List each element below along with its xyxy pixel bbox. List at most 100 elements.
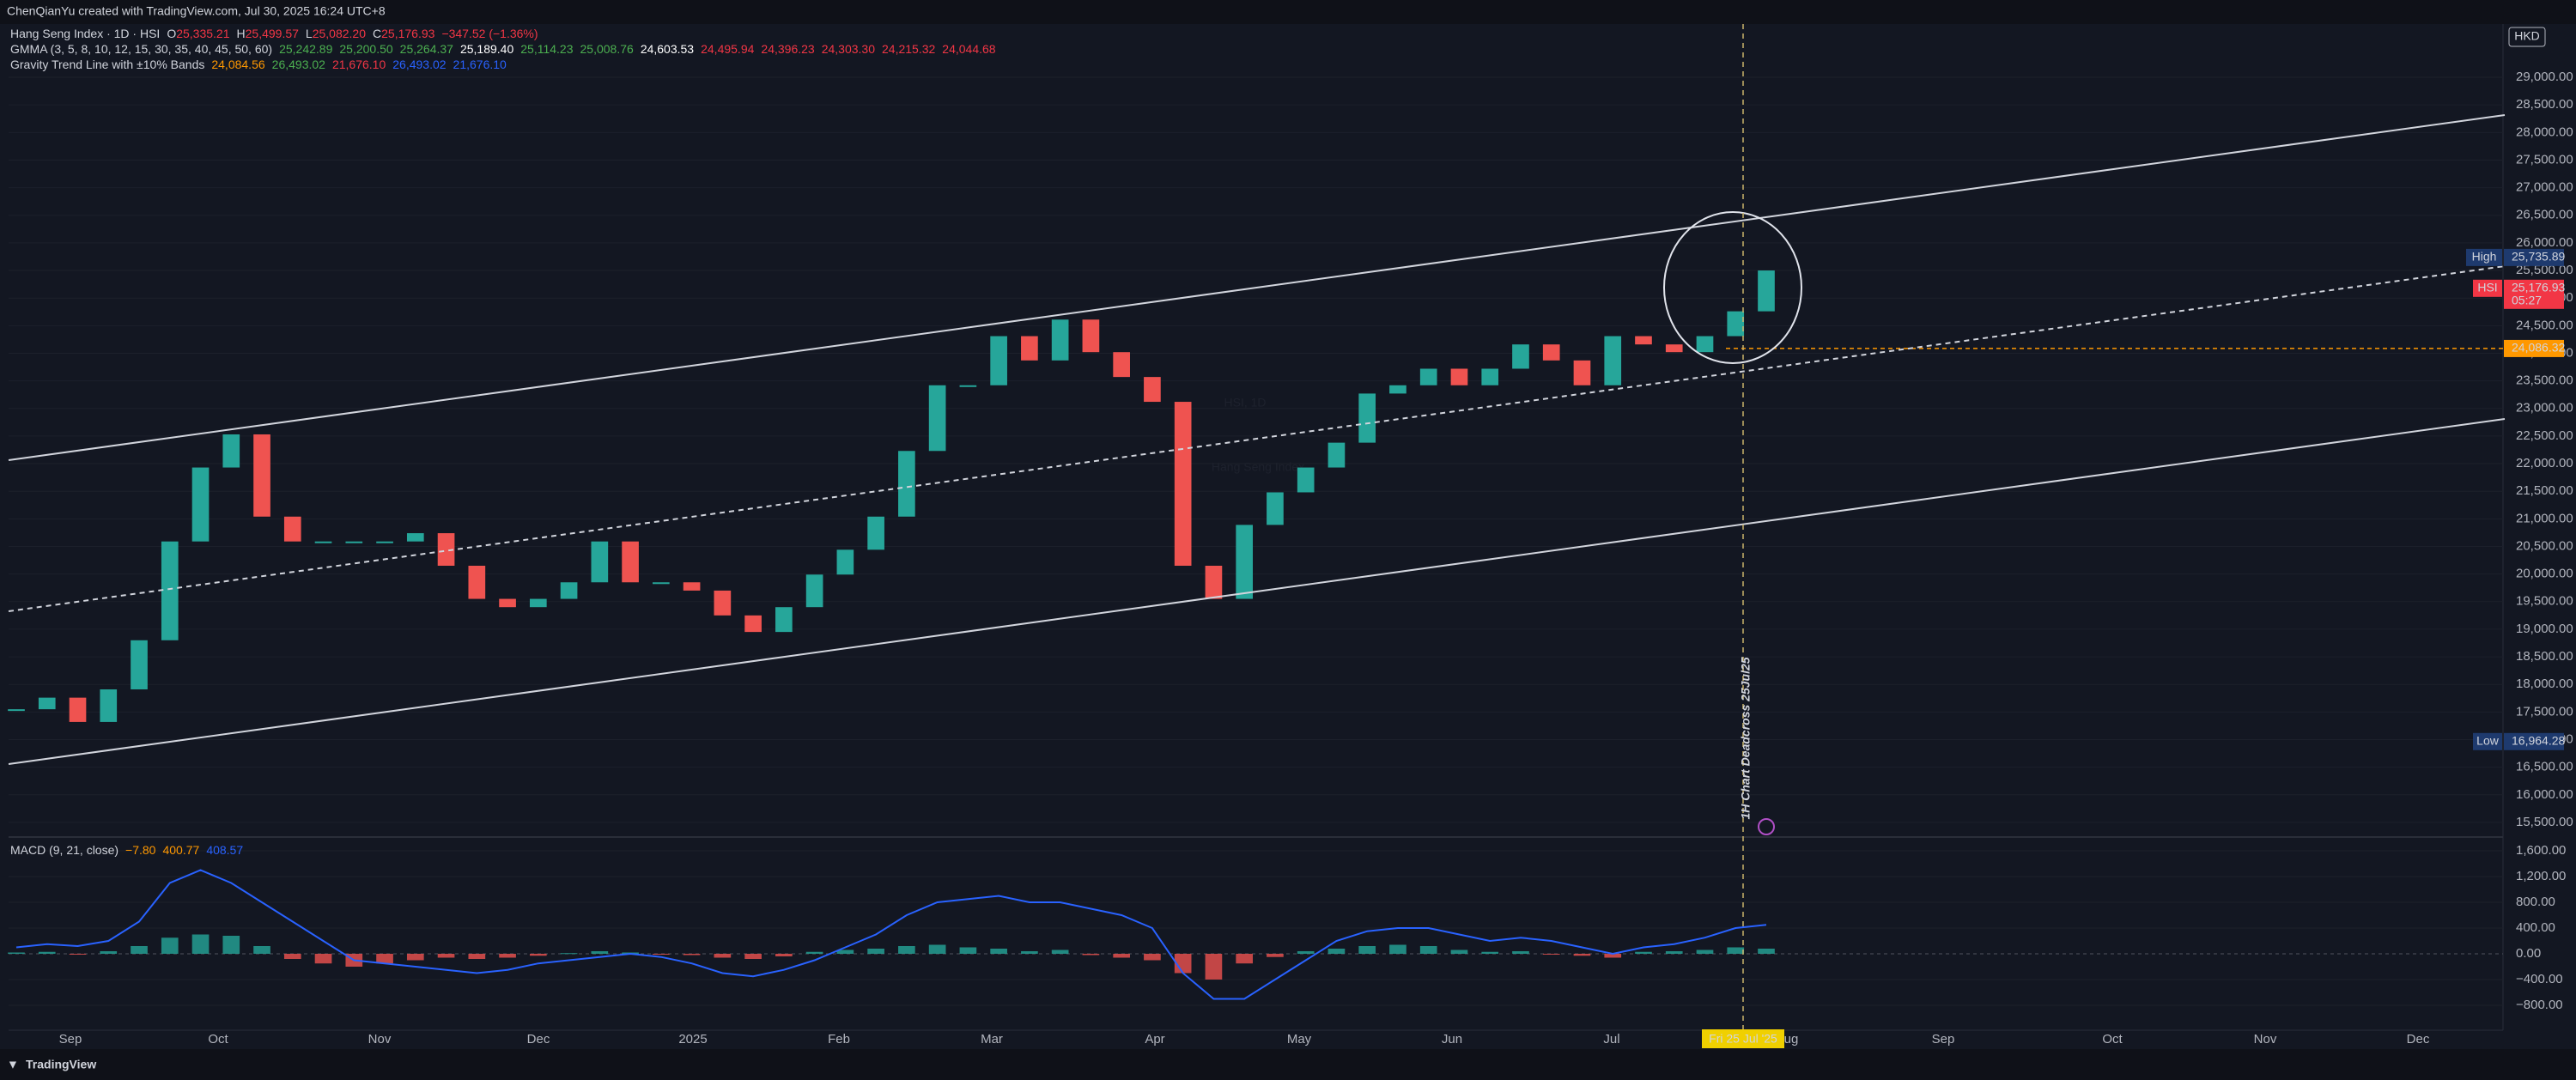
legend-item: 25,242.89 — [279, 42, 332, 56]
y-tick-label: 22,500.00 — [2516, 428, 2573, 443]
x-tick-label: Jun — [1442, 1032, 1462, 1047]
candle — [805, 574, 823, 608]
x-tick-label: 2025 — [678, 1032, 707, 1047]
candle — [622, 541, 639, 583]
y-tick-label: 22,000.00 — [2516, 456, 2573, 470]
macd-histogram-bar — [529, 953, 547, 956]
macd-histogram-bar — [990, 948, 1007, 954]
legend-item: 25,499.57 — [246, 27, 299, 40]
legend-item: MACD (9, 21, close) — [10, 843, 118, 857]
cursor-date-box — [1702, 1029, 1784, 1048]
y-tick-label: 28,000.00 — [2516, 124, 2573, 139]
legend-item: 21,676.10 — [453, 58, 507, 71]
legend-item: 25,335.21 — [176, 27, 229, 40]
price-tag — [2504, 339, 2564, 357]
price-tag-name: Low — [2476, 733, 2500, 747]
macd-tick-label: 1,600.00 — [2516, 843, 2566, 858]
macd-histogram-bar — [1205, 953, 1223, 980]
y-tick-label: 19,500.00 — [2516, 594, 2573, 609]
price-tag — [2504, 248, 2564, 266]
macd-histogram-bar — [1481, 951, 1499, 954]
candle — [1174, 402, 1192, 566]
candle — [653, 582, 670, 585]
candle — [1113, 352, 1130, 378]
x-tick-label: Nov — [368, 1032, 392, 1047]
legend-item: 24,603.53 — [641, 42, 694, 56]
y-tick-label: 24,500.00 — [2516, 318, 2573, 332]
footer-logo-text: TradingView — [26, 1058, 96, 1071]
macd-histogram-bar — [1144, 953, 1161, 961]
macd-histogram-bar — [1419, 945, 1437, 954]
price-tag-name-box — [2473, 279, 2502, 297]
grid — [9, 76, 2503, 1006]
candle — [468, 565, 486, 599]
y-tick-label: 28,500.00 — [2516, 97, 2573, 112]
macd-histogram-bar — [1082, 953, 1100, 956]
candle — [1358, 393, 1376, 443]
y-tick-label: 19,000.00 — [2516, 622, 2573, 636]
candle — [161, 541, 179, 640]
candle — [1758, 270, 1775, 312]
price-tag-name-box — [2473, 732, 2502, 750]
candle — [714, 590, 732, 616]
price-tag-countdown: 05:27 — [2512, 294, 2542, 307]
macd-histogram-bar — [314, 953, 332, 964]
macd-histogram-bar — [1267, 953, 1284, 957]
x-tick-label: Feb — [828, 1032, 850, 1047]
macd-histogram-bar — [1021, 950, 1038, 954]
macd-histogram-bar — [131, 945, 148, 954]
candle — [775, 607, 793, 633]
x-tick-label: Apr — [1145, 1032, 1164, 1047]
y-tick-label: 29,000.00 — [2516, 70, 2573, 84]
price-tag-name: High — [2472, 250, 2497, 264]
price-tag-label: 16,964.28 — [2512, 733, 2565, 747]
currency-box[interactable] — [2508, 27, 2546, 47]
macd-histogram-bar — [560, 953, 578, 955]
candle — [1236, 525, 1254, 599]
candle — [1205, 565, 1223, 599]
macd-histogram-bar — [499, 953, 516, 958]
macd-histogram-bar — [1512, 950, 1529, 954]
macd-histogram-bar — [1727, 947, 1745, 954]
panes — [9, 24, 2504, 1031]
x-tick-label: Sep — [59, 1032, 82, 1047]
x-tick-label: Sep — [1932, 1032, 1955, 1047]
legend-item: 24,215.32 — [882, 42, 935, 56]
y-tick-label: 20,000.00 — [2516, 567, 2573, 581]
legend-main: Hang Seng Index · 1D · HSI O25,335.21 H25,… — [10, 27, 538, 40]
candle — [1144, 377, 1161, 403]
price-tag-label: 24,086.32 — [2512, 341, 2565, 355]
candle — [1665, 344, 1683, 353]
legend-item: 24,044.68 — [942, 42, 995, 56]
legend-item: −347.52 (−1.36%) — [441, 27, 538, 40]
macd-tick-label: −800.00 — [2516, 998, 2563, 1012]
legend-item: 25,176.93 — [381, 27, 434, 40]
legend-item: C — [373, 27, 381, 40]
y-tick-label: 21,500.00 — [2516, 483, 2573, 498]
legend: Hang Seng Index · 1D · HSI O25,335.21 H25,… — [10, 27, 996, 857]
candle — [1051, 319, 1069, 361]
macd-histogram-bar — [69, 953, 87, 955]
price-tag — [2504, 279, 2564, 309]
candle — [591, 541, 609, 583]
top-bar — [0, 0, 2576, 24]
candle — [376, 541, 393, 543]
macd-histogram-bar — [1297, 950, 1315, 954]
macd-histogram-bar — [744, 953, 762, 959]
legend-item: H — [237, 27, 246, 40]
candle — [499, 598, 516, 608]
macd-histogram-bar — [1113, 953, 1130, 958]
macd-histogram-bar — [468, 953, 486, 959]
legend-item: 25,082.20 — [313, 27, 366, 40]
candle — [314, 541, 332, 543]
macd-histogram-bar — [1635, 951, 1652, 954]
candle — [1481, 368, 1499, 385]
candle — [867, 516, 884, 550]
footer-bar — [0, 1049, 2576, 1080]
candle — [1419, 368, 1437, 385]
currency: HKD — [2514, 29, 2540, 43]
macd-histogram-bar — [1604, 953, 1622, 958]
candle — [1389, 385, 1406, 394]
candle — [283, 516, 301, 542]
y-tick-label: 27,000.00 — [2516, 180, 2573, 195]
